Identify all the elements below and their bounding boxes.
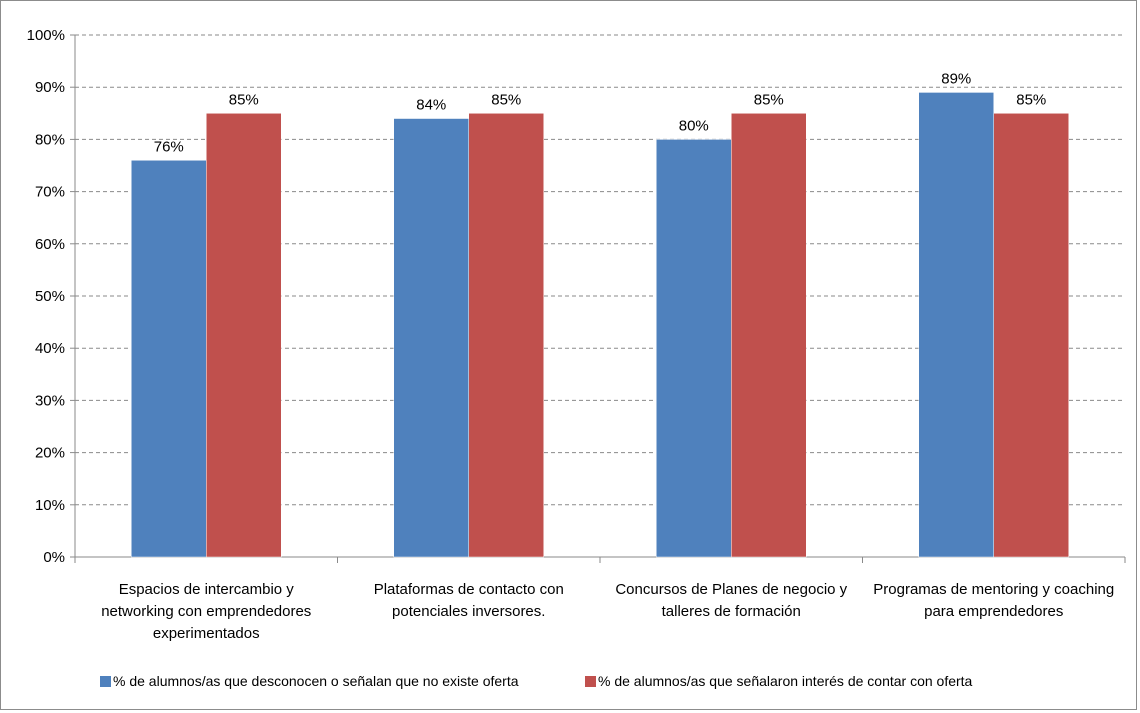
data-label: 85% — [1016, 91, 1046, 108]
x-category-label: Espacios de intercambio y — [119, 581, 295, 598]
y-tick-label: 40% — [35, 340, 65, 357]
x-category-label: potenciales inversores. — [392, 603, 545, 620]
legend-swatch — [100, 676, 111, 687]
x-category-label: Plataformas de contacto con — [374, 581, 564, 598]
data-label: 85% — [754, 91, 784, 108]
x-category-label: experimentados — [153, 625, 260, 642]
bar — [468, 113, 544, 558]
data-label: 80% — [679, 117, 709, 134]
y-tick-label: 10% — [35, 497, 65, 514]
y-tick-label: 60% — [35, 236, 65, 253]
bar — [731, 113, 807, 558]
legend-swatch — [585, 676, 596, 687]
bar — [993, 113, 1069, 558]
x-category-label: networking con emprendedores — [101, 603, 311, 620]
y-tick-label: 50% — [35, 288, 65, 305]
data-label: 84% — [416, 97, 446, 114]
x-category-label: Programas de mentoring y coaching — [873, 581, 1114, 598]
data-label: 85% — [491, 91, 521, 108]
y-tick-label: 80% — [35, 131, 65, 148]
y-tick-label: 100% — [27, 27, 65, 44]
bar — [656, 139, 732, 558]
bar — [918, 92, 994, 558]
bar — [393, 118, 469, 558]
bar — [206, 113, 282, 558]
x-category-label: Concursos de Planes de negocio y — [615, 581, 847, 598]
y-tick-label: 30% — [35, 392, 65, 409]
x-category-label: para emprendedores — [924, 603, 1063, 620]
x-category-label: talleres de formación — [662, 603, 801, 620]
data-label: 76% — [154, 138, 184, 155]
y-tick-label: 90% — [35, 79, 65, 96]
y-tick-label: 0% — [43, 549, 65, 566]
data-label: 85% — [229, 91, 259, 108]
legend-label: % de alumnos/as que señalaron interés de… — [598, 673, 973, 689]
legend-label: % de alumnos/as que desconocen o señalan… — [113, 673, 519, 689]
data-label: 89% — [941, 70, 971, 87]
y-tick-label: 20% — [35, 445, 65, 462]
y-tick-label: 70% — [35, 184, 65, 201]
bar — [131, 160, 207, 558]
